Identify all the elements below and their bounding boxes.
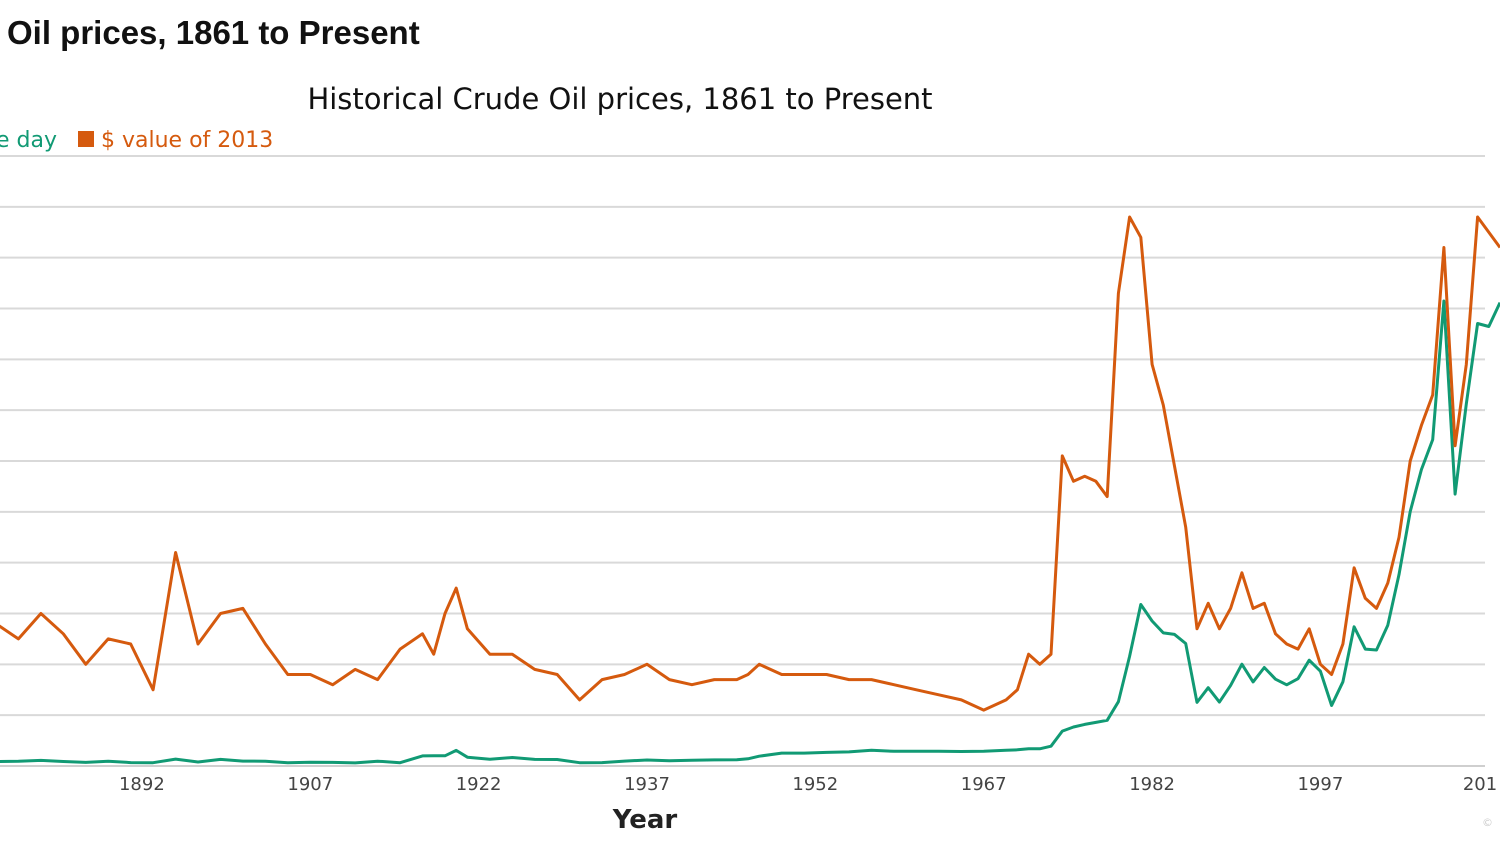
series-line-money-of-day[interactable] <box>0 299 1500 765</box>
data-series <box>0 215 1500 765</box>
grid-lines <box>0 155 1485 767</box>
x-tick-label: 1967 <box>961 774 1007 795</box>
x-tick-label: 1982 <box>1129 774 1175 795</box>
legend-label-money-of-day[interactable]: e day <box>0 128 57 153</box>
x-tick-label: 1892 <box>119 774 165 795</box>
x-axis-ticks: 1892 1907 1922 1937 1952 1967 1982 1997 201 <box>119 774 1497 795</box>
chart-legend: e day $ value of 2013 <box>0 128 273 153</box>
page-heading: Oil prices, 1861 to Present <box>7 14 420 51</box>
legend-swatch-value-2013[interactable] <box>78 131 94 147</box>
x-tick-label: 1922 <box>456 774 502 795</box>
x-tick-label: 1952 <box>792 774 838 795</box>
chart-title: Historical Crude Oil prices, 1861 to Pre… <box>307 82 932 116</box>
x-axis-label: Year <box>612 805 678 835</box>
x-tick-label: 1937 <box>624 774 670 795</box>
x-tick-label: 1907 <box>287 774 333 795</box>
x-tick-label: 1997 <box>1297 774 1343 795</box>
legend-label-value-2013[interactable]: $ value of 2013 <box>101 128 273 153</box>
x-tick-label: 201 <box>1463 774 1497 795</box>
series-line-value-2013[interactable] <box>0 215 1500 712</box>
chart-credit: © <box>1482 816 1493 829</box>
